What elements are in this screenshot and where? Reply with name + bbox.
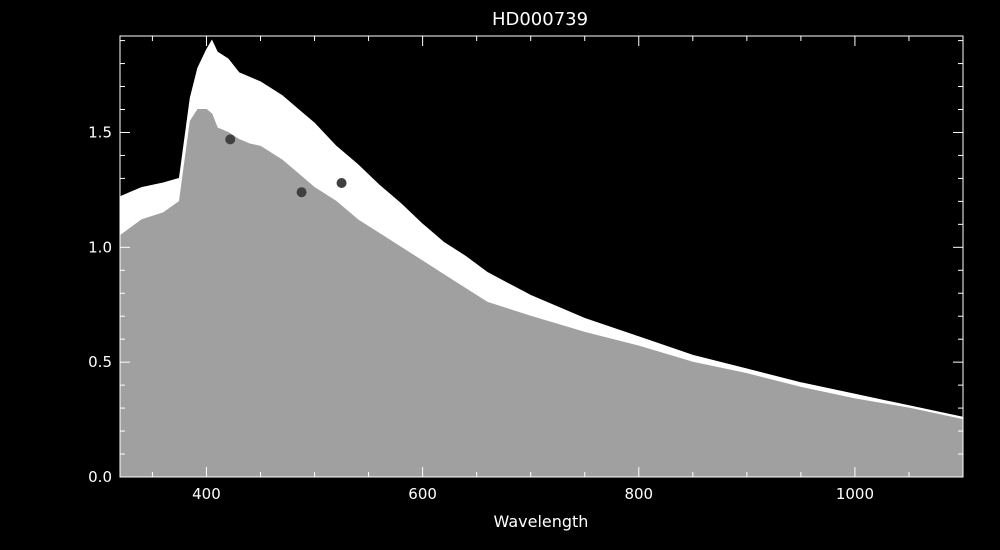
x-tick-label: 600 [408, 485, 437, 503]
spectrum-series-2 [119, 109, 964, 478]
plot-frame [119, 35, 964, 478]
y-tick-label: 1.5 [88, 123, 112, 141]
x-tick-label: 1000 [836, 485, 874, 503]
plot-area [119, 39, 964, 478]
data-point-1 [225, 134, 236, 145]
x-tick-label: 800 [624, 485, 653, 503]
y-tick-label: 0.0 [88, 468, 112, 486]
tick-labels: 400 600 800 1000 0.0 0.5 1.0 1.5 [88, 123, 874, 503]
x-axis-label: Wavelength [494, 512, 589, 531]
chart-title: HD000739 [492, 9, 588, 30]
data-point-2 [296, 187, 307, 198]
y-tick-label: 1.0 [88, 238, 112, 256]
data-point-3 [336, 178, 347, 188]
axis-ticks [120, 36, 964, 478]
y-tick-label: 0.5 [88, 353, 112, 371]
x-tick-label: 400 [192, 485, 221, 503]
